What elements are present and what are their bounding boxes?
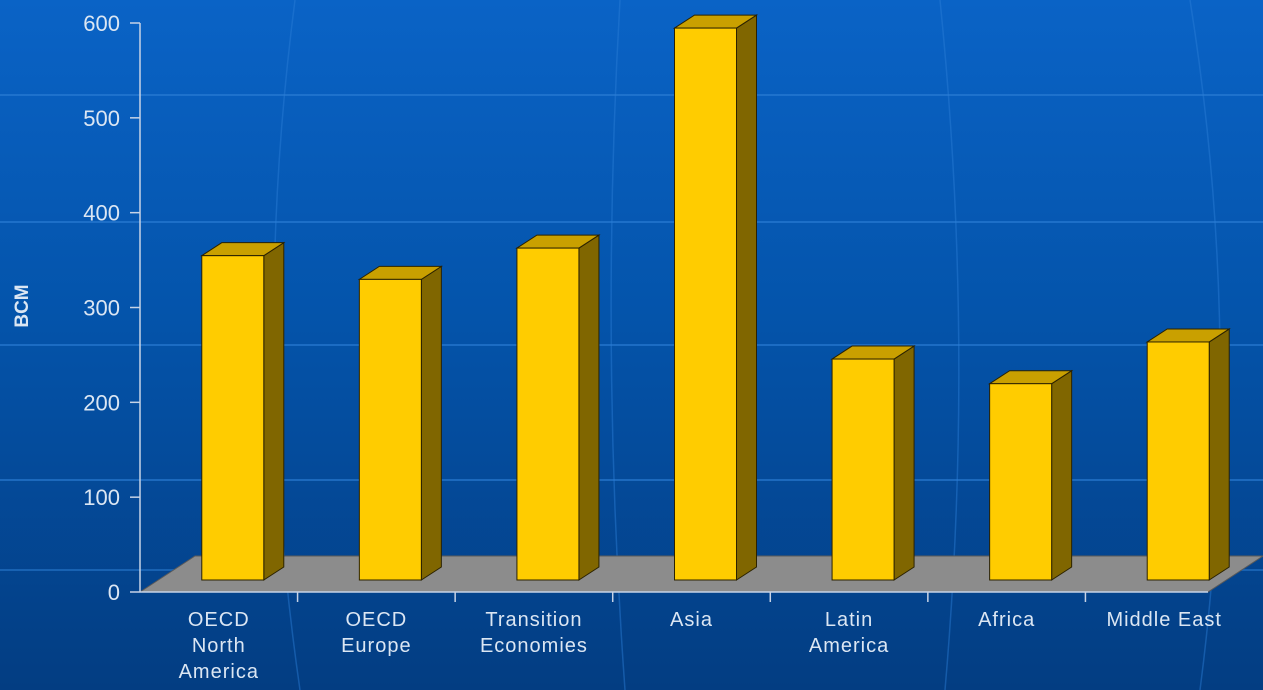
bar-front <box>674 27 737 581</box>
bar-front <box>201 255 265 581</box>
x-category-label-line: America <box>809 635 889 657</box>
bar <box>357 265 444 581</box>
bar-front <box>989 383 1053 581</box>
bar <box>672 14 759 581</box>
bar-side <box>263 241 285 581</box>
bar-side <box>893 345 915 581</box>
bar-side <box>578 234 600 581</box>
x-category-label: Asia <box>670 609 713 631</box>
x-category-label-line: Transition <box>485 609 582 631</box>
x-category-label-line: Africa <box>978 609 1035 631</box>
bar-front <box>516 247 580 581</box>
bar-side <box>1208 328 1230 581</box>
bar-side <box>736 14 757 581</box>
x-category-label-line: OECD <box>188 609 250 631</box>
bar-side <box>1051 369 1073 581</box>
y-tick-label: 500 <box>83 106 120 131</box>
bar <box>830 345 916 581</box>
x-category-label-line: OECD <box>345 609 407 631</box>
x-category-label: Transition Economies <box>480 609 588 657</box>
bar-side <box>420 265 442 581</box>
x-category-label-line: Asia <box>670 609 713 631</box>
x-category-label: OECD North America <box>179 609 259 683</box>
x-category-label: Africa <box>978 609 1035 631</box>
x-category-label-line: Europe <box>341 635 412 657</box>
y-tick-label: 200 <box>83 390 120 415</box>
x-category-label: OECD Europe <box>341 609 412 657</box>
x-category-label-line: North <box>192 635 246 657</box>
y-tick-label: 300 <box>83 296 120 321</box>
x-category-label-line: Latin <box>825 609 873 631</box>
y-tick-label: 400 <box>83 201 120 226</box>
bar <box>200 241 286 581</box>
bar-front <box>831 358 895 581</box>
y-tick-label: 600 <box>83 11 120 36</box>
y-axis-title: BCM <box>12 284 33 327</box>
x-category-label: Latin America <box>809 609 889 657</box>
bar-front <box>358 278 422 581</box>
x-category-label-line: Economies <box>480 635 588 657</box>
bar <box>1145 328 1231 581</box>
x-category-label-line: America <box>179 661 259 683</box>
y-tick-label: 100 <box>83 485 120 510</box>
y-tick-label: 0 <box>108 580 120 605</box>
x-category-label: Middle East <box>1106 609 1222 631</box>
bar-front <box>1146 341 1210 581</box>
bar <box>987 369 1074 581</box>
bar <box>515 234 601 581</box>
x-category-label-line: Middle East <box>1106 609 1222 631</box>
